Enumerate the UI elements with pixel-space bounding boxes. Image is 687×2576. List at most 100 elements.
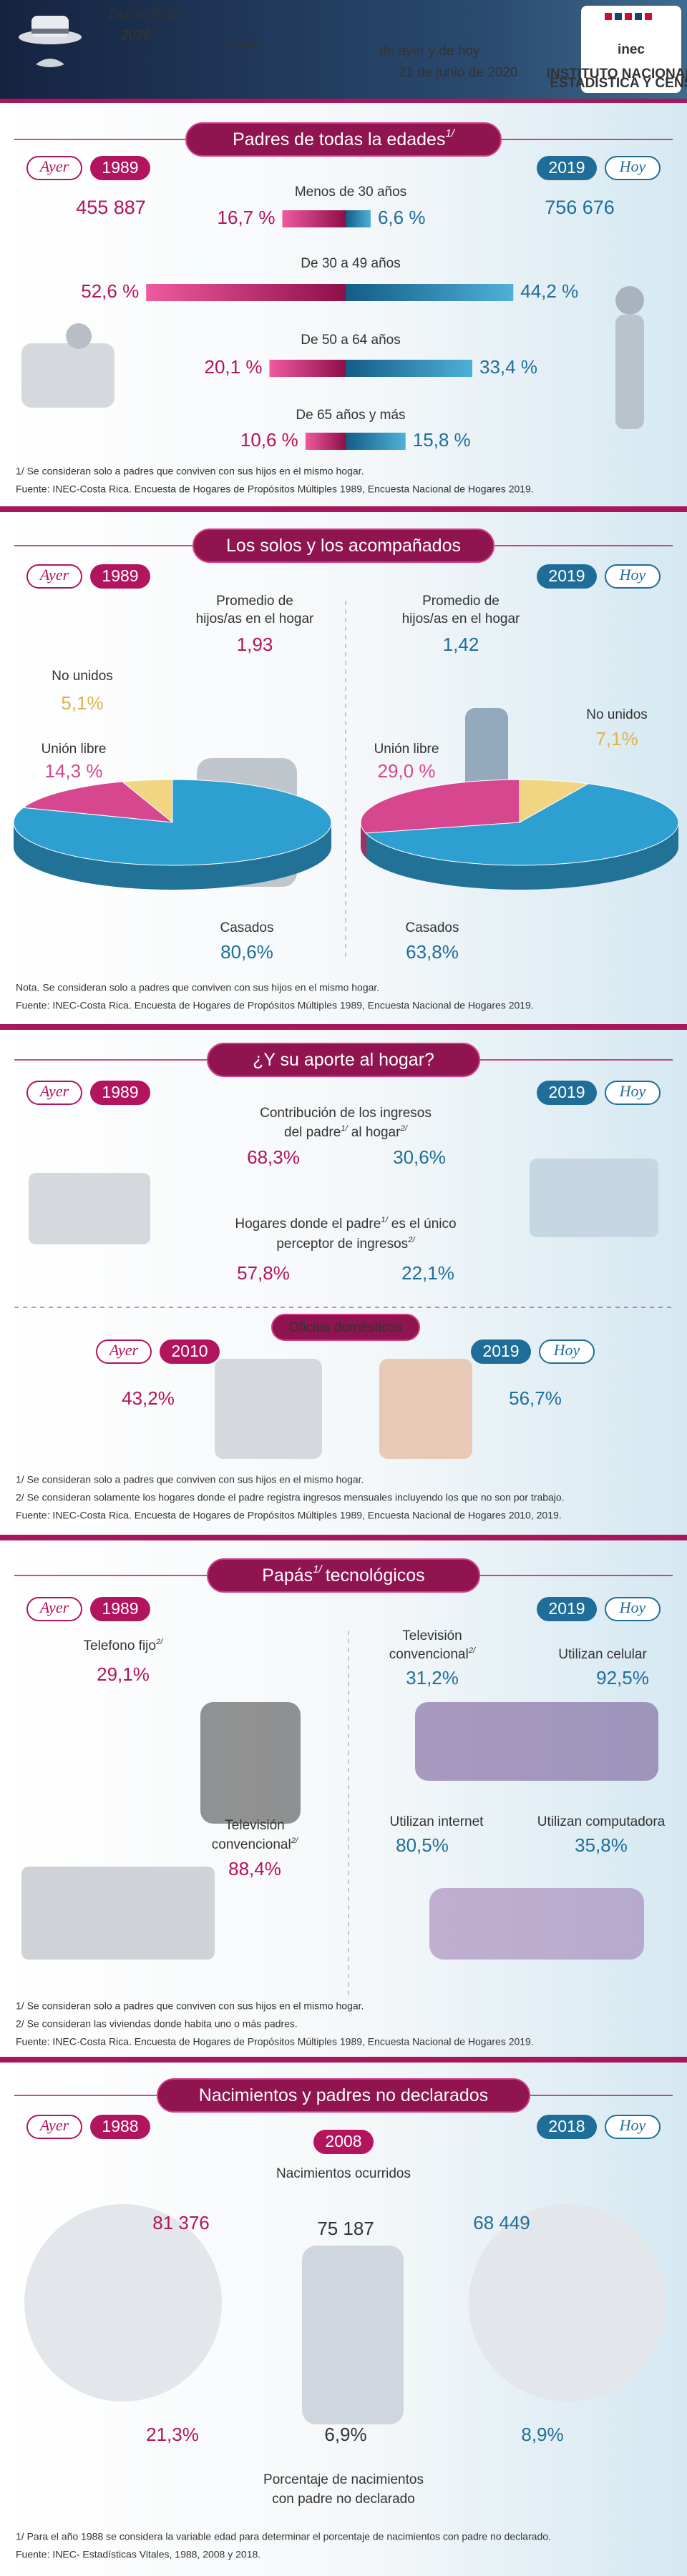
tag-label: Hoy [553,1341,580,1359]
value-label: 31,2% [406,1667,459,1688]
year-label: 1989 [102,566,138,585]
logo-square [635,13,642,20]
births-value: 68 449 [473,2212,530,2233]
category-label: Casados [406,920,459,935]
value-label: 57,8% [237,1262,290,1284]
value-label: 8,9% [521,2424,563,2445]
tag-pill [605,156,661,180]
year-pill [90,564,150,589]
item-label: Telefono fijo2/ [84,1638,165,1653]
total: 756 676 [545,197,615,218]
category-label: No unidos [586,707,648,722]
section-title-pill [185,122,502,157]
section-title-pill [193,529,494,563]
value-label: 10,6 % [240,429,298,451]
year-label: 2019 [548,158,585,177]
item-label: Utilizan computadora [537,1814,666,1829]
tagline: Día del Padre [108,7,185,22]
item-label: con padre no declarado [272,2492,415,2507]
bar [346,433,406,450]
baby-illustration [302,2246,404,2424]
item-label: Contribución de los ingresos [260,1106,432,1121]
logo-name: INSTITUTO NACIONAL DE [547,67,687,82]
value-label: 6,6 % [378,207,426,228]
footnote: Fuente: INEC-Costa Rica. Encuesta de Hog… [16,2036,534,2047]
logo-mark [605,13,652,20]
tag-pill [26,1597,82,1621]
value-label: 29,0 % [378,760,436,782]
year-pill [90,1597,150,1621]
subtitle-pill [271,1314,420,1341]
father-illustration [615,286,644,315]
tag-pill [96,1339,152,1364]
logo-square [615,13,622,20]
value-label: 22,1% [401,1262,454,1284]
shoes-illustration [530,1159,658,1237]
tv-illustration [21,1867,215,1960]
value-label: 29,1% [97,1663,150,1685]
tag-label: Hoy [619,1598,646,1616]
text-part: Papás [262,1565,313,1586]
group-label: De 30 a 49 años [301,256,400,271]
pie-slice [364,783,679,866]
section-title: Los solos y los acompañados [226,536,461,556]
separators [0,99,687,2063]
incubator-illustration [24,2204,222,2402]
tag-pill [26,2115,82,2139]
year-label: 2019 [548,566,585,585]
tag-label: Ayer [108,1341,139,1359]
text-part: Padres de todas la edades [233,129,445,149]
date: 21 de junio de 2020 [399,65,518,80]
value-label: 63,8% [406,941,459,963]
pie-slice [519,779,590,823]
value-label: 7,1% [595,728,638,749]
section-title: ¿Y su aporte al hogar? [253,1050,434,1070]
tag-label: Ayer [39,1598,69,1616]
bar [346,360,473,377]
group-label: De 50 a 64 años [301,333,400,348]
year-label: 1988 [102,2117,138,2135]
value-label: 33,4 % [479,356,537,378]
value-label: 56,7% [509,1387,562,1409]
tag-label: Ayer [39,2116,69,2134]
tag-pill [26,156,82,180]
pie-slice [13,779,332,866]
text-part: Telefono fijo [84,1638,156,1653]
value-label: 43,2% [122,1387,175,1409]
item-label: Hogares donde el padre1/es el único [235,1216,456,1232]
father-illustration [66,323,92,349]
bar [146,284,346,301]
text-part: Nacimientos y padres no declarados [199,2085,488,2105]
footnote: 1/ Para el año 1988 se considera la vari… [16,2531,551,2542]
text-part: al hogar [351,1125,401,1140]
value-label: 16,7 % [218,207,276,228]
group-label: De 65 años y más [296,408,405,423]
tag-label: Hoy [619,566,646,584]
text-part: tecnológicos [326,1565,425,1586]
children-label: hijos/as en el hogar [196,611,314,626]
hat-band [31,29,69,34]
superscript: 2/ [399,1124,408,1133]
superscript: 2/ [291,1837,299,1845]
category-label: Unión libre [42,742,107,757]
text-part: convencional [389,1647,469,1662]
tag-label: Hoy [619,157,646,175]
sofa-illustration [415,1702,658,1781]
separator [0,1024,687,1030]
subtitle: de ayer y de hoy [379,44,480,59]
group-label: Menos de 30 años [295,185,406,200]
tag-label: Hoy [619,2116,646,2134]
year-pill [90,2115,150,2139]
year-label: 1989 [102,158,138,177]
section-title: Papás1/tecnológicos [262,1563,424,1585]
tag-pill [26,564,82,589]
year-pill [90,1081,150,1105]
bar [269,360,346,377]
section-title: Padres de todas la edades1/ [233,127,456,149]
tag-label: Ayer [39,157,69,175]
logo-square [645,13,652,20]
item-label: perceptor de ingresos2/ [276,1236,416,1252]
